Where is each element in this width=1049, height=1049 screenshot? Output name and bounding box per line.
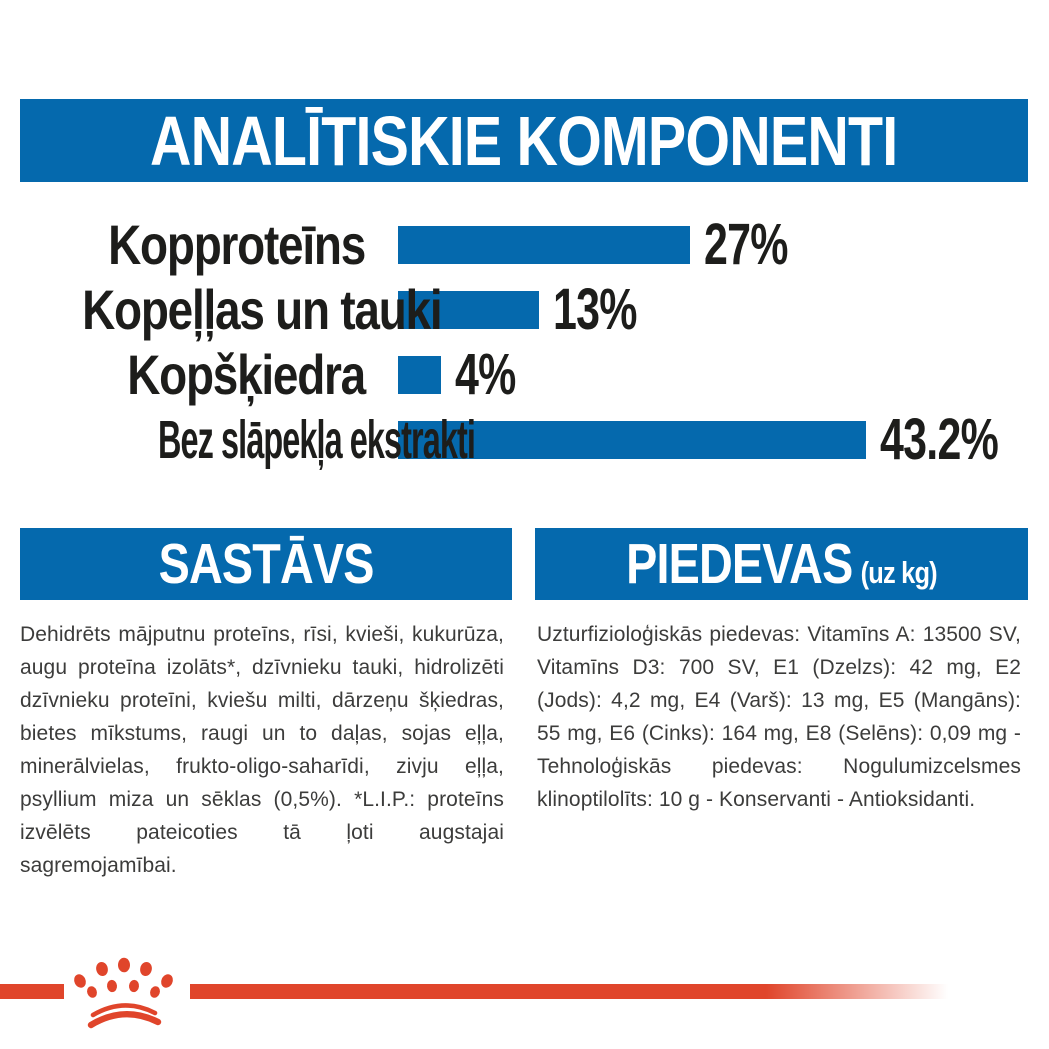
composition-header: SASTĀVS — [20, 528, 512, 600]
chart-category-label: Kopšķiedra — [127, 342, 366, 406]
chart-category-label: Kopproteīns — [108, 212, 366, 276]
composition-title: SASTĀVS — [158, 531, 374, 596]
chart-bar — [398, 225, 690, 264]
analytical-components-bar-chart: Kopproteīns 27% Kopeļļas un tauki 13% Kopšķi… — [20, 212, 1029, 472]
chart-category-label: Bez slāpekļa ekstrakti — [157, 409, 476, 470]
brand-line-right — [190, 984, 948, 999]
chart-row: Kopšķiedra 4% — [20, 342, 1029, 407]
composition-body-text: Dehidrēts mājputnu proteīns, rīsi, kvieš… — [20, 623, 504, 877]
additives-body-text: Uzturfizioloģiskās piedevas: Vitamīns A:… — [537, 623, 1021, 811]
analytical-components-header: ANALĪTISKIE KOMPONENTI — [20, 99, 1028, 182]
chart-value-label: 13% — [553, 276, 637, 342]
additives-title-suffix: (uz kg) — [860, 554, 938, 590]
chart-row: Kopproteīns 27% — [20, 212, 1029, 277]
chart-row: Bez slāpekļa ekstrakti 43.2% — [20, 407, 1029, 472]
analytical-components-title: ANALĪTISKIE KOMPONENTI — [150, 101, 898, 180]
chart-bar — [398, 355, 441, 394]
chart-value-label: 4% — [455, 341, 516, 407]
chart-bar — [398, 420, 866, 459]
chart-bar — [398, 290, 539, 329]
chart-category-label: Kopeļļas un tauki — [82, 277, 443, 341]
chart-value-label: 43.2% — [880, 406, 999, 472]
brand-line-left — [0, 984, 64, 999]
chart-value-label: 27% — [704, 211, 788, 277]
crown-paw-logo-icon — [74, 957, 173, 1029]
additives-header: PIEDEVAS (uz kg) — [535, 528, 1028, 600]
additives-title: PIEDEVAS — [626, 531, 853, 596]
chart-row: Kopeļļas un tauki 13% — [20, 277, 1029, 342]
